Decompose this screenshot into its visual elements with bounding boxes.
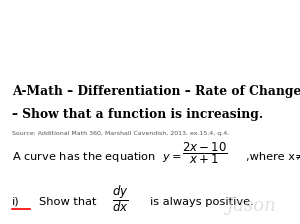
Text: $\dfrac{dy}{dx}$: $\dfrac{dy}{dx}$	[112, 183, 129, 214]
Text: i): i)	[12, 197, 20, 207]
Text: Source: Additional Math 360, Marshall Cavendish, 2013, ex.15.4, q.4.: Source: Additional Math 360, Marshall Ca…	[12, 131, 229, 136]
Text: A curve has the equation  $y=$: A curve has the equation $y=$	[12, 150, 181, 164]
Text: is always positive.: is always positive.	[150, 197, 254, 207]
Text: – Show that a function is increasing.: – Show that a function is increasing.	[12, 108, 263, 121]
Text: Show that: Show that	[39, 197, 97, 207]
Text: Jason: Jason	[226, 197, 276, 215]
Text: $\dfrac{2x-10}{x+1}$: $\dfrac{2x-10}{x+1}$	[182, 141, 227, 166]
Text: ,where x≠1: ,where x≠1	[246, 152, 300, 162]
Text: A-Math – Differentiation – Rate of Change: A-Math – Differentiation – Rate of Chang…	[12, 85, 300, 98]
